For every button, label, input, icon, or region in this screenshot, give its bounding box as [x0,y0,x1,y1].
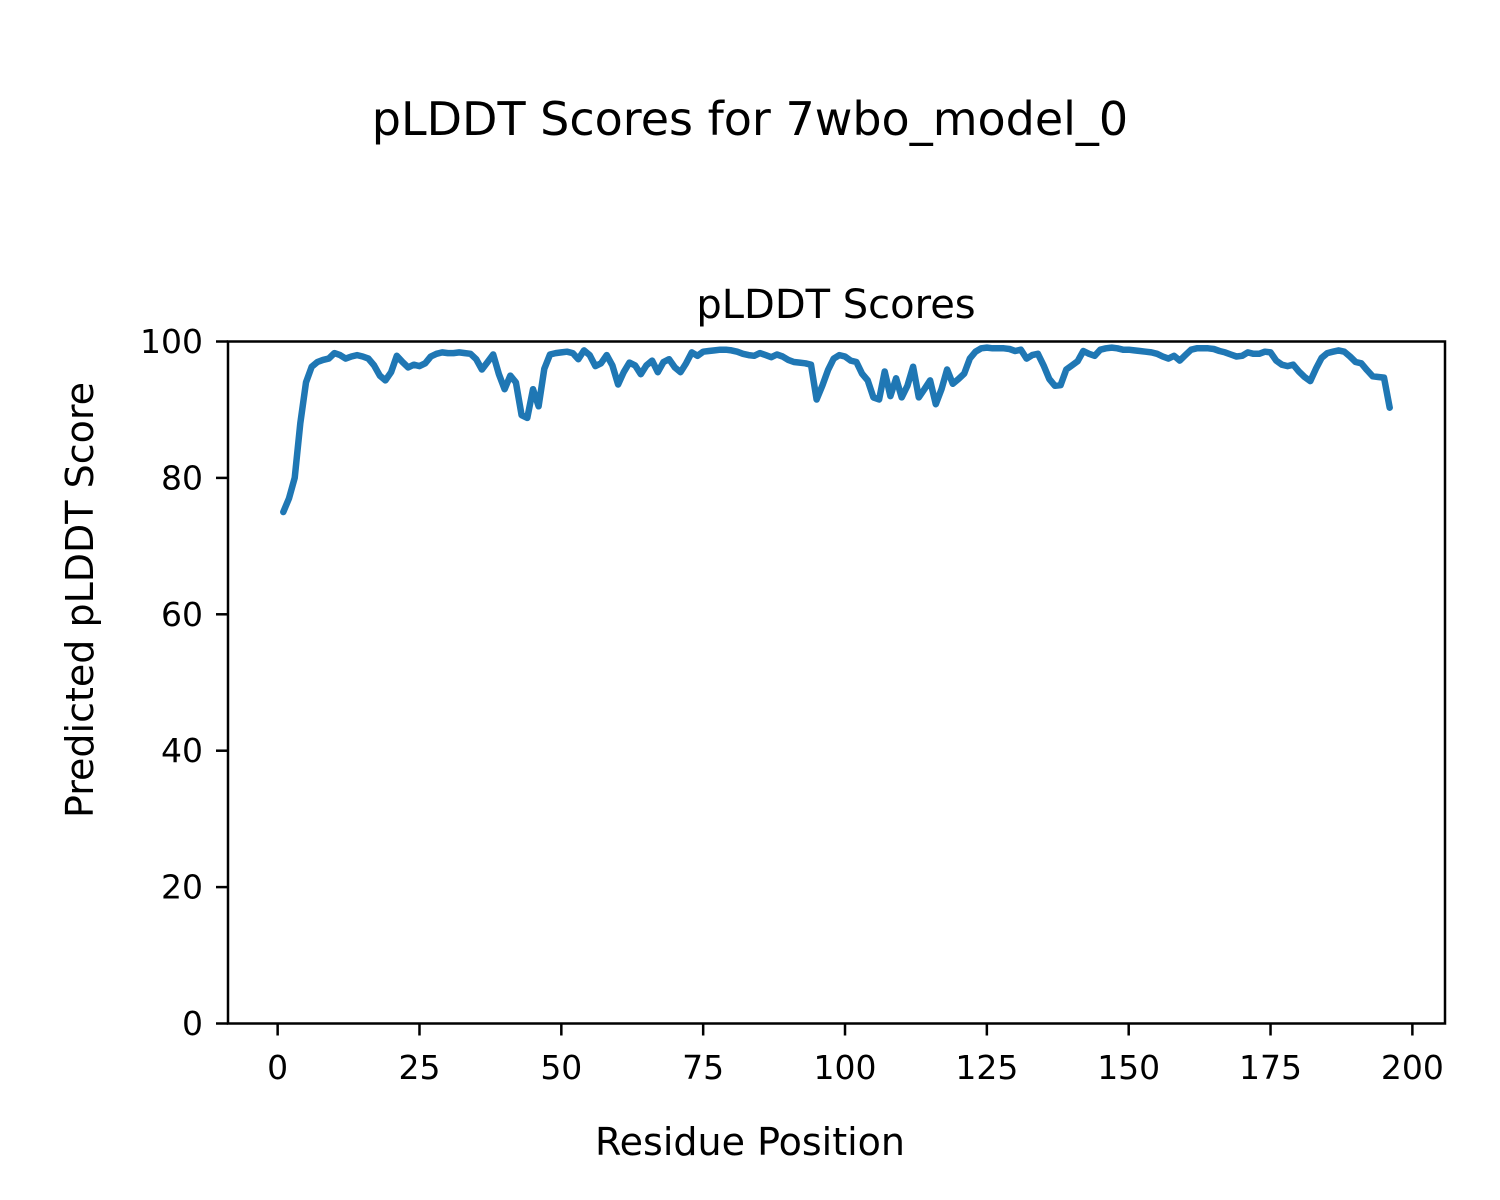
x-tick-label: 100 [814,1048,877,1087]
x-axis-label: Residue Position [595,1120,905,1164]
x-tick-label: 125 [955,1048,1018,1087]
figure-title: pLDDT Scores for 7wbo_model_0 [372,92,1128,146]
y-tick-label: 100 [140,322,203,361]
axis-ticks [216,340,1414,1036]
x-tick-label: 75 [682,1048,724,1087]
axes-title: pLDDT Scores [696,282,975,328]
axes-frame [226,340,1447,1025]
x-tick-label: 175 [1239,1048,1302,1087]
y-tick-label: 20 [161,868,203,907]
plddt-line [280,344,1393,516]
axis-tick-labels: 0 25 50 75 100 125 150 175 200 0 20 40 60 80 100 [140,322,1444,1087]
y-tick-label: 0 [182,1004,203,1043]
y-tick-label: 60 [161,595,203,634]
x-tick-label: 150 [1097,1048,1160,1087]
x-tick-label: 50 [540,1048,582,1087]
y-axis-label: Predicted pLDDT Score [58,382,102,818]
y-tick-label: 40 [161,731,203,770]
x-tick-label: 25 [398,1048,440,1087]
x-tick-label: 0 [267,1048,288,1087]
y-tick-label: 80 [161,458,203,497]
x-tick-label: 200 [1381,1048,1444,1087]
